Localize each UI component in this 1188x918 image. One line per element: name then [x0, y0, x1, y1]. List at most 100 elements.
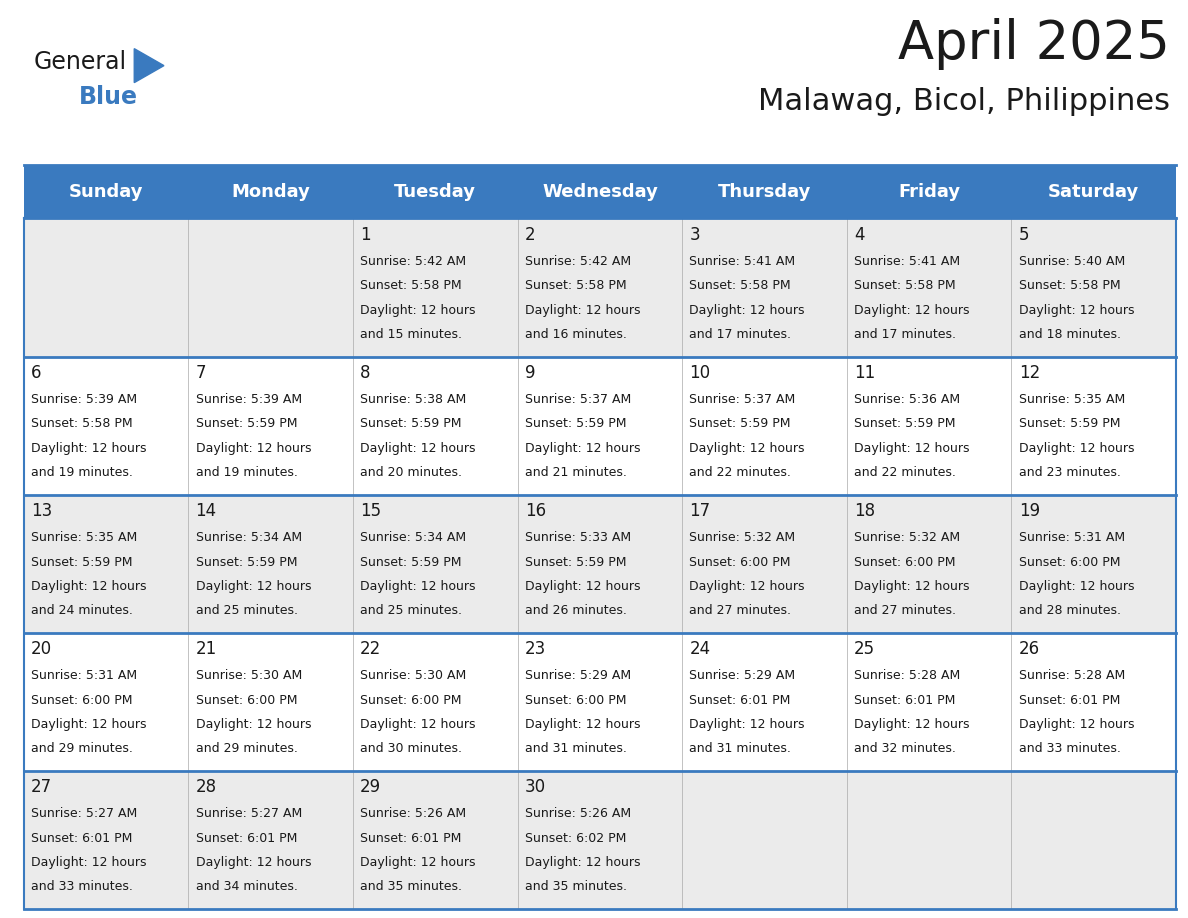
Text: Daylight: 12 hours: Daylight: 12 hours — [854, 579, 969, 593]
Text: Sunset: 5:59 PM: Sunset: 5:59 PM — [360, 418, 462, 431]
Text: 12: 12 — [1018, 364, 1040, 382]
Text: Daylight: 12 hours: Daylight: 12 hours — [525, 442, 640, 454]
Bar — [682, 633, 847, 771]
Text: and 34 minutes.: and 34 minutes. — [196, 880, 297, 893]
Text: Sunset: 5:59 PM: Sunset: 5:59 PM — [1018, 418, 1120, 431]
Text: Daylight: 12 hours: Daylight: 12 hours — [31, 579, 146, 593]
Text: Sunset: 5:58 PM: Sunset: 5:58 PM — [1018, 279, 1120, 292]
Bar — [1011, 165, 1176, 218]
Text: Sunrise: 5:35 AM: Sunrise: 5:35 AM — [31, 532, 137, 544]
Text: Daylight: 12 hours: Daylight: 12 hours — [360, 856, 475, 868]
Bar — [1011, 495, 1176, 633]
Text: Friday: Friday — [898, 183, 960, 201]
Text: and 23 minutes.: and 23 minutes. — [1018, 465, 1120, 479]
Text: and 33 minutes.: and 33 minutes. — [31, 880, 133, 893]
Text: Saturday: Saturday — [1048, 183, 1139, 201]
Text: 16: 16 — [525, 502, 545, 520]
Bar — [518, 771, 682, 909]
Text: Daylight: 12 hours: Daylight: 12 hours — [360, 304, 475, 317]
Text: Daylight: 12 hours: Daylight: 12 hours — [689, 718, 805, 731]
Text: Sunset: 6:00 PM: Sunset: 6:00 PM — [196, 694, 297, 707]
Text: Sunrise: 5:34 AM: Sunrise: 5:34 AM — [196, 532, 302, 544]
Text: and 33 minutes.: and 33 minutes. — [1018, 742, 1120, 755]
Bar — [189, 218, 353, 356]
Text: 18: 18 — [854, 502, 876, 520]
Bar — [682, 165, 847, 218]
Polygon shape — [134, 49, 164, 83]
Text: 1: 1 — [360, 226, 371, 244]
Text: 7: 7 — [196, 364, 206, 382]
Text: and 17 minutes.: and 17 minutes. — [689, 328, 791, 341]
Text: and 28 minutes.: and 28 minutes. — [1018, 604, 1120, 617]
Text: Daylight: 12 hours: Daylight: 12 hours — [360, 442, 475, 454]
Text: 27: 27 — [31, 778, 52, 796]
Text: Sunset: 5:58 PM: Sunset: 5:58 PM — [360, 279, 462, 292]
Text: and 22 minutes.: and 22 minutes. — [689, 465, 791, 479]
Text: and 31 minutes.: and 31 minutes. — [689, 742, 791, 755]
Text: Daylight: 12 hours: Daylight: 12 hours — [689, 304, 805, 317]
Text: Sunset: 6:01 PM: Sunset: 6:01 PM — [689, 694, 791, 707]
Bar — [847, 495, 1011, 633]
Text: Sunrise: 5:26 AM: Sunrise: 5:26 AM — [360, 808, 466, 821]
Text: Sunrise: 5:38 AM: Sunrise: 5:38 AM — [360, 393, 467, 407]
Text: Sunrise: 5:28 AM: Sunrise: 5:28 AM — [1018, 669, 1125, 682]
Bar — [847, 771, 1011, 909]
Text: 3: 3 — [689, 226, 700, 244]
Text: Sunrise: 5:33 AM: Sunrise: 5:33 AM — [525, 532, 631, 544]
Text: Sunset: 6:00 PM: Sunset: 6:00 PM — [360, 694, 462, 707]
Text: 5: 5 — [1018, 226, 1029, 244]
Text: Daylight: 12 hours: Daylight: 12 hours — [525, 718, 640, 731]
Text: Daylight: 12 hours: Daylight: 12 hours — [360, 718, 475, 731]
Text: 28: 28 — [196, 778, 216, 796]
Text: and 26 minutes.: and 26 minutes. — [525, 604, 626, 617]
Text: Sunrise: 5:34 AM: Sunrise: 5:34 AM — [360, 532, 466, 544]
Bar — [24, 165, 189, 218]
Text: Sunrise: 5:35 AM: Sunrise: 5:35 AM — [1018, 393, 1125, 407]
Bar — [24, 771, 189, 909]
Text: Sunset: 6:00 PM: Sunset: 6:00 PM — [689, 555, 791, 568]
Text: Daylight: 12 hours: Daylight: 12 hours — [525, 304, 640, 317]
Text: Sunset: 6:01 PM: Sunset: 6:01 PM — [1018, 694, 1120, 707]
Text: Daylight: 12 hours: Daylight: 12 hours — [31, 442, 146, 454]
Text: and 35 minutes.: and 35 minutes. — [525, 880, 627, 893]
Bar — [353, 356, 518, 495]
Bar — [682, 356, 847, 495]
Text: 20: 20 — [31, 640, 52, 658]
Text: and 17 minutes.: and 17 minutes. — [854, 328, 956, 341]
Text: 22: 22 — [360, 640, 381, 658]
Bar — [353, 165, 518, 218]
Text: Daylight: 12 hours: Daylight: 12 hours — [196, 718, 311, 731]
Bar — [189, 165, 353, 218]
Text: 29: 29 — [360, 778, 381, 796]
Text: Tuesday: Tuesday — [394, 183, 476, 201]
Text: Wednesday: Wednesday — [542, 183, 658, 201]
Text: Sunrise: 5:39 AM: Sunrise: 5:39 AM — [31, 393, 137, 407]
Bar — [1011, 633, 1176, 771]
Bar — [353, 495, 518, 633]
Text: Daylight: 12 hours: Daylight: 12 hours — [196, 856, 311, 868]
Bar — [682, 495, 847, 633]
Text: 2: 2 — [525, 226, 536, 244]
Text: Daylight: 12 hours: Daylight: 12 hours — [854, 304, 969, 317]
Text: Sunset: 5:59 PM: Sunset: 5:59 PM — [196, 418, 297, 431]
Bar — [518, 495, 682, 633]
Text: Sunrise: 5:31 AM: Sunrise: 5:31 AM — [31, 669, 137, 682]
Text: Sunrise: 5:40 AM: Sunrise: 5:40 AM — [1018, 255, 1125, 268]
Text: Sunrise: 5:37 AM: Sunrise: 5:37 AM — [525, 393, 631, 407]
Text: Daylight: 12 hours: Daylight: 12 hours — [525, 579, 640, 593]
Text: 6: 6 — [31, 364, 42, 382]
Text: and 27 minutes.: and 27 minutes. — [689, 604, 791, 617]
Bar — [1011, 356, 1176, 495]
Text: and 29 minutes.: and 29 minutes. — [31, 742, 133, 755]
Text: Daylight: 12 hours: Daylight: 12 hours — [1018, 718, 1135, 731]
Text: Malawag, Bicol, Philippines: Malawag, Bicol, Philippines — [758, 87, 1170, 117]
Text: Sunset: 5:59 PM: Sunset: 5:59 PM — [196, 555, 297, 568]
Text: Sunrise: 5:32 AM: Sunrise: 5:32 AM — [854, 532, 960, 544]
Text: 21: 21 — [196, 640, 216, 658]
Text: Daylight: 12 hours: Daylight: 12 hours — [689, 442, 805, 454]
Text: 10: 10 — [689, 364, 710, 382]
Text: 17: 17 — [689, 502, 710, 520]
Text: and 21 minutes.: and 21 minutes. — [525, 465, 626, 479]
Text: 9: 9 — [525, 364, 536, 382]
Bar — [518, 218, 682, 356]
